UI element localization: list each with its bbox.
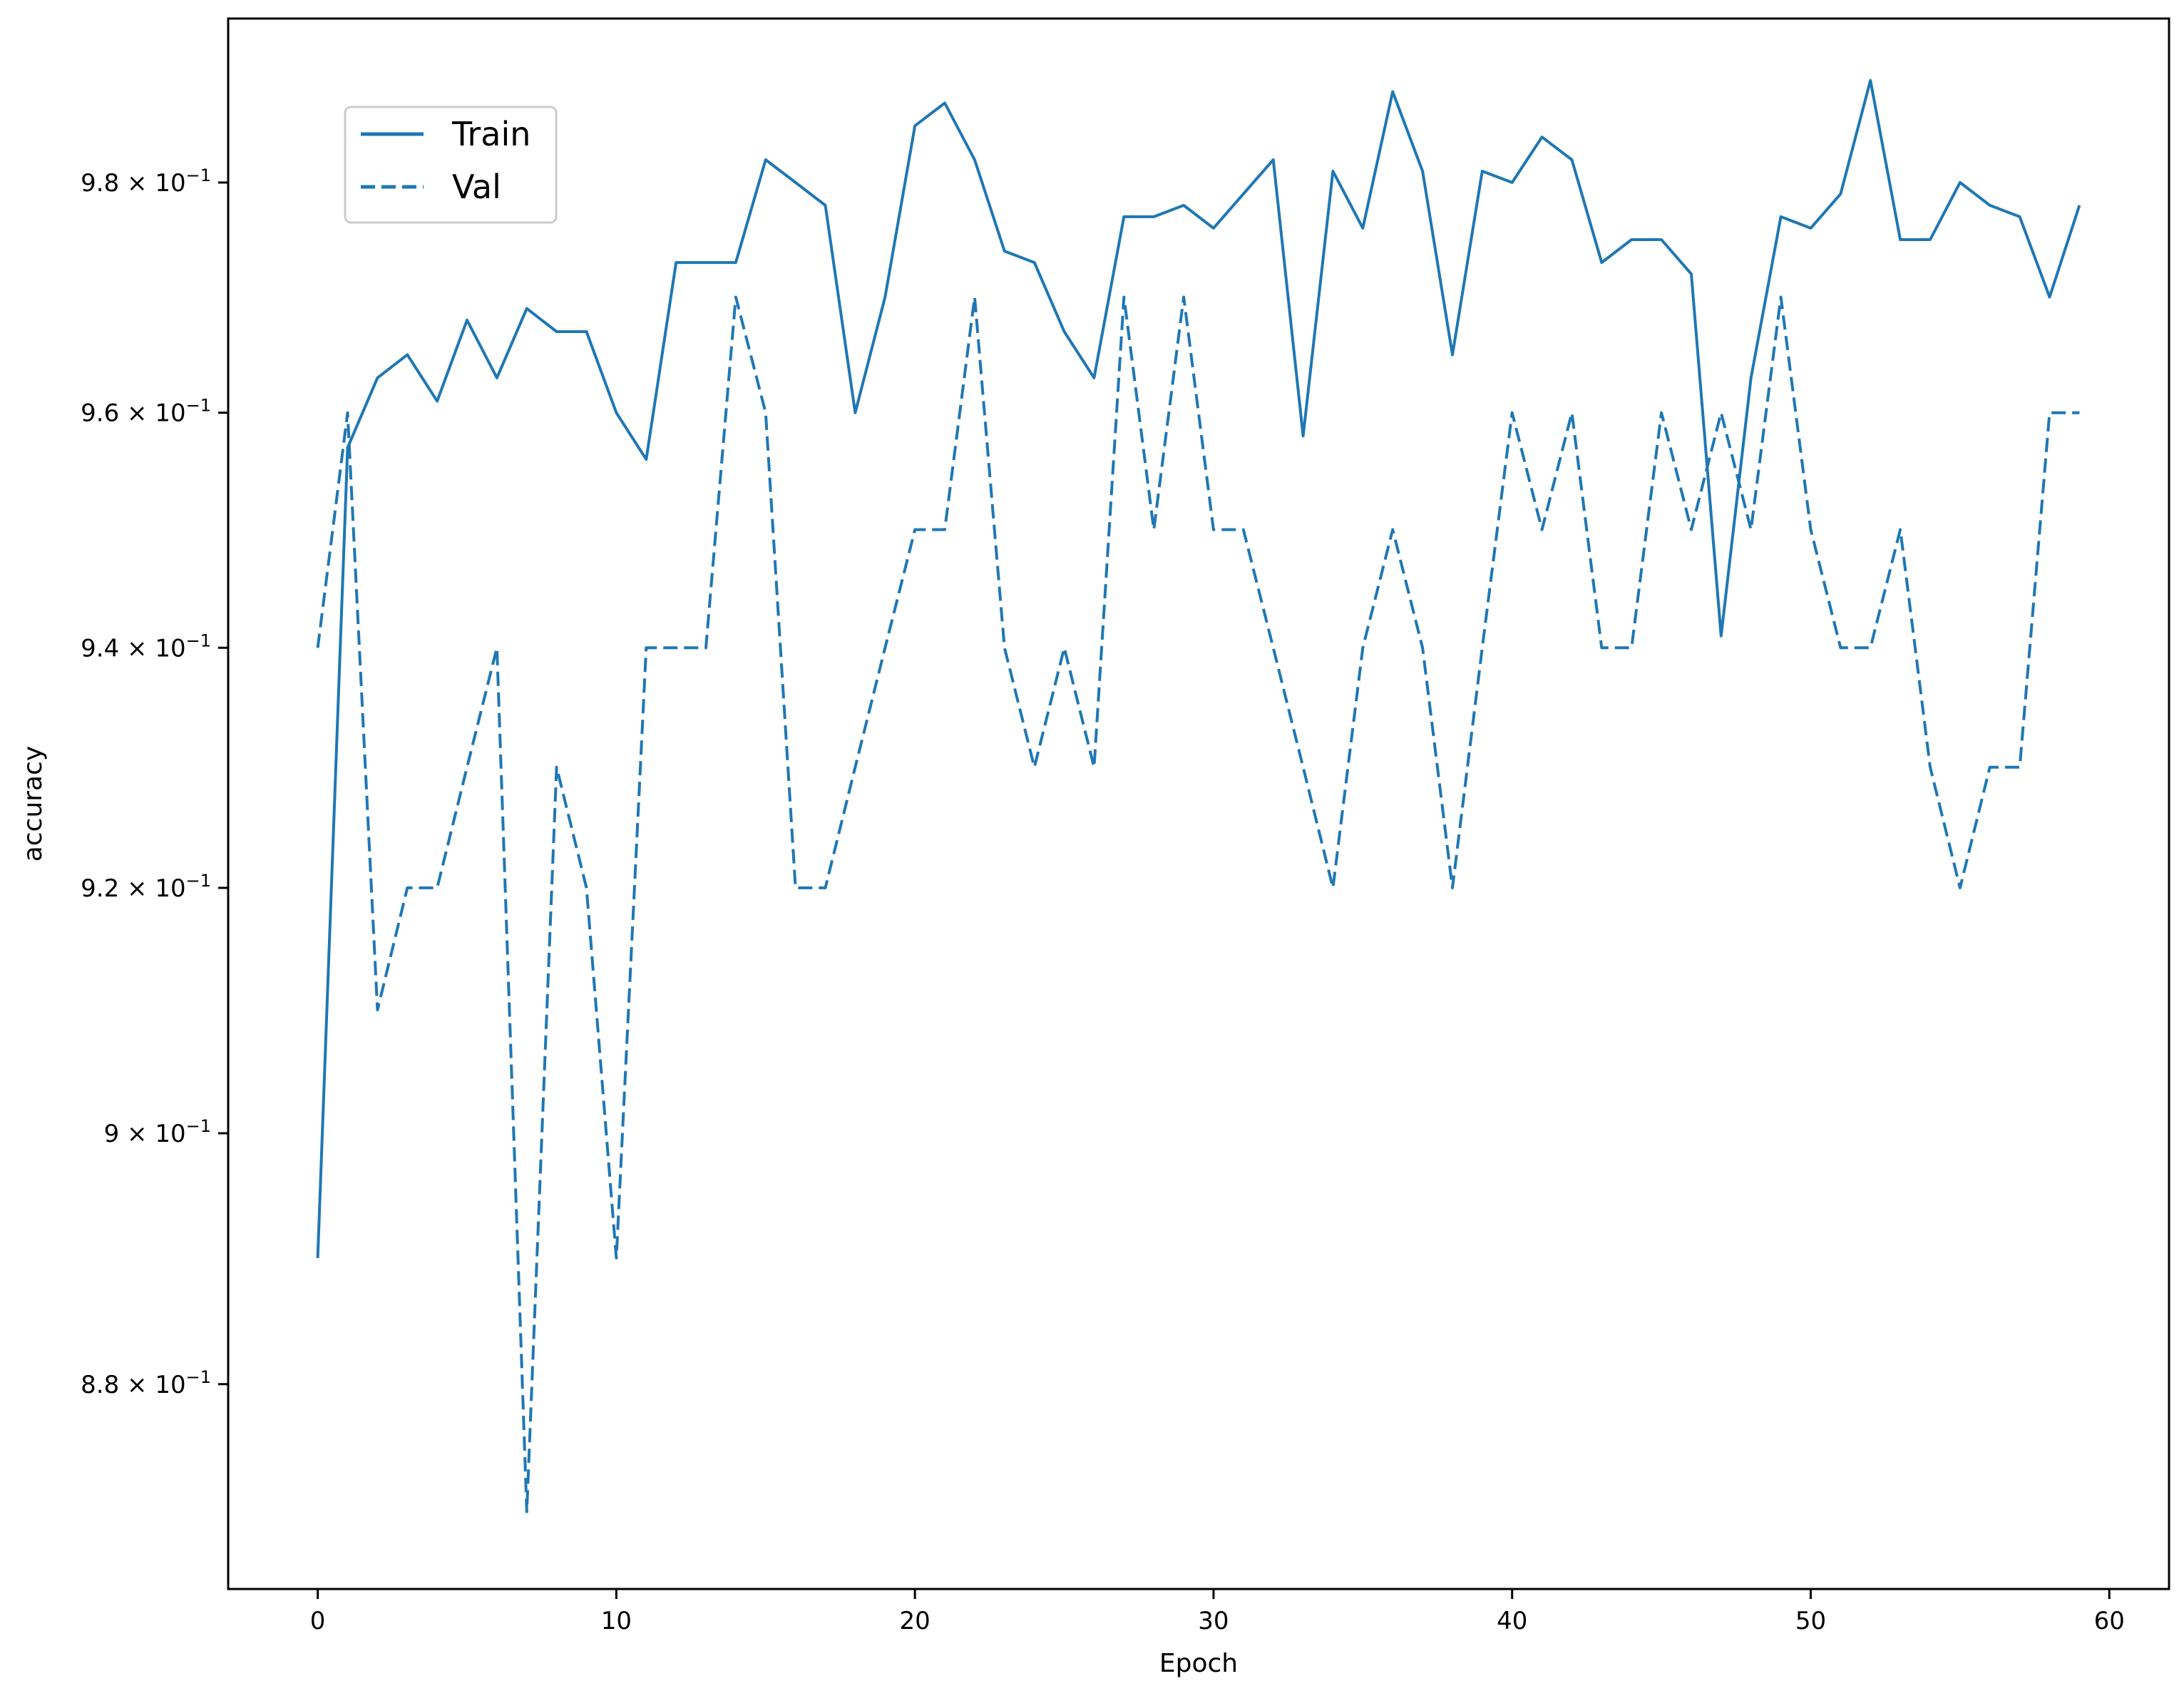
x-tick-label: 20 <box>900 1607 930 1635</box>
y-tick-label: 9.8 × 10−1 <box>81 165 211 198</box>
series-line-train <box>316 78 2081 1258</box>
y-tick-label: 9.2 × 10−1 <box>81 871 211 903</box>
y-tick-label: 9 × 10−1 <box>104 1116 211 1148</box>
y-axis-ticks: 8.8 × 10−1 9 × 10−1 9.2 × 10−1 9.4 × 10−1 9.… <box>81 165 228 1399</box>
y-tick-label: 8.8 × 10−1 <box>81 1367 211 1399</box>
y-tick-label: 9.4 × 10−1 <box>81 630 211 663</box>
plot-frame <box>227 17 2170 1590</box>
x-tick-label: 0 <box>310 1607 326 1635</box>
x-axis-title: Epoch <box>1159 1649 1238 1678</box>
y-axis-title: accuracy <box>19 746 48 862</box>
legend: Train Val <box>344 106 558 224</box>
x-tick-label: 50 <box>1795 1607 1826 1635</box>
y-tick-label: 9.6 × 10−1 <box>81 396 211 428</box>
x-tick-label: 40 <box>1497 1607 1527 1635</box>
series-layer <box>316 78 2081 1513</box>
x-axis-ticks: 0 10 20 30 40 50 60 <box>310 1589 2125 1635</box>
x-tick-label: 60 <box>2094 1607 2125 1635</box>
x-tick-label: 30 <box>1198 1607 1229 1635</box>
x-tick-label: 10 <box>601 1607 632 1635</box>
legend-label-val: Val <box>452 168 501 206</box>
legend-label-train: Train <box>451 115 530 153</box>
series-line-val <box>316 295 2080 1513</box>
